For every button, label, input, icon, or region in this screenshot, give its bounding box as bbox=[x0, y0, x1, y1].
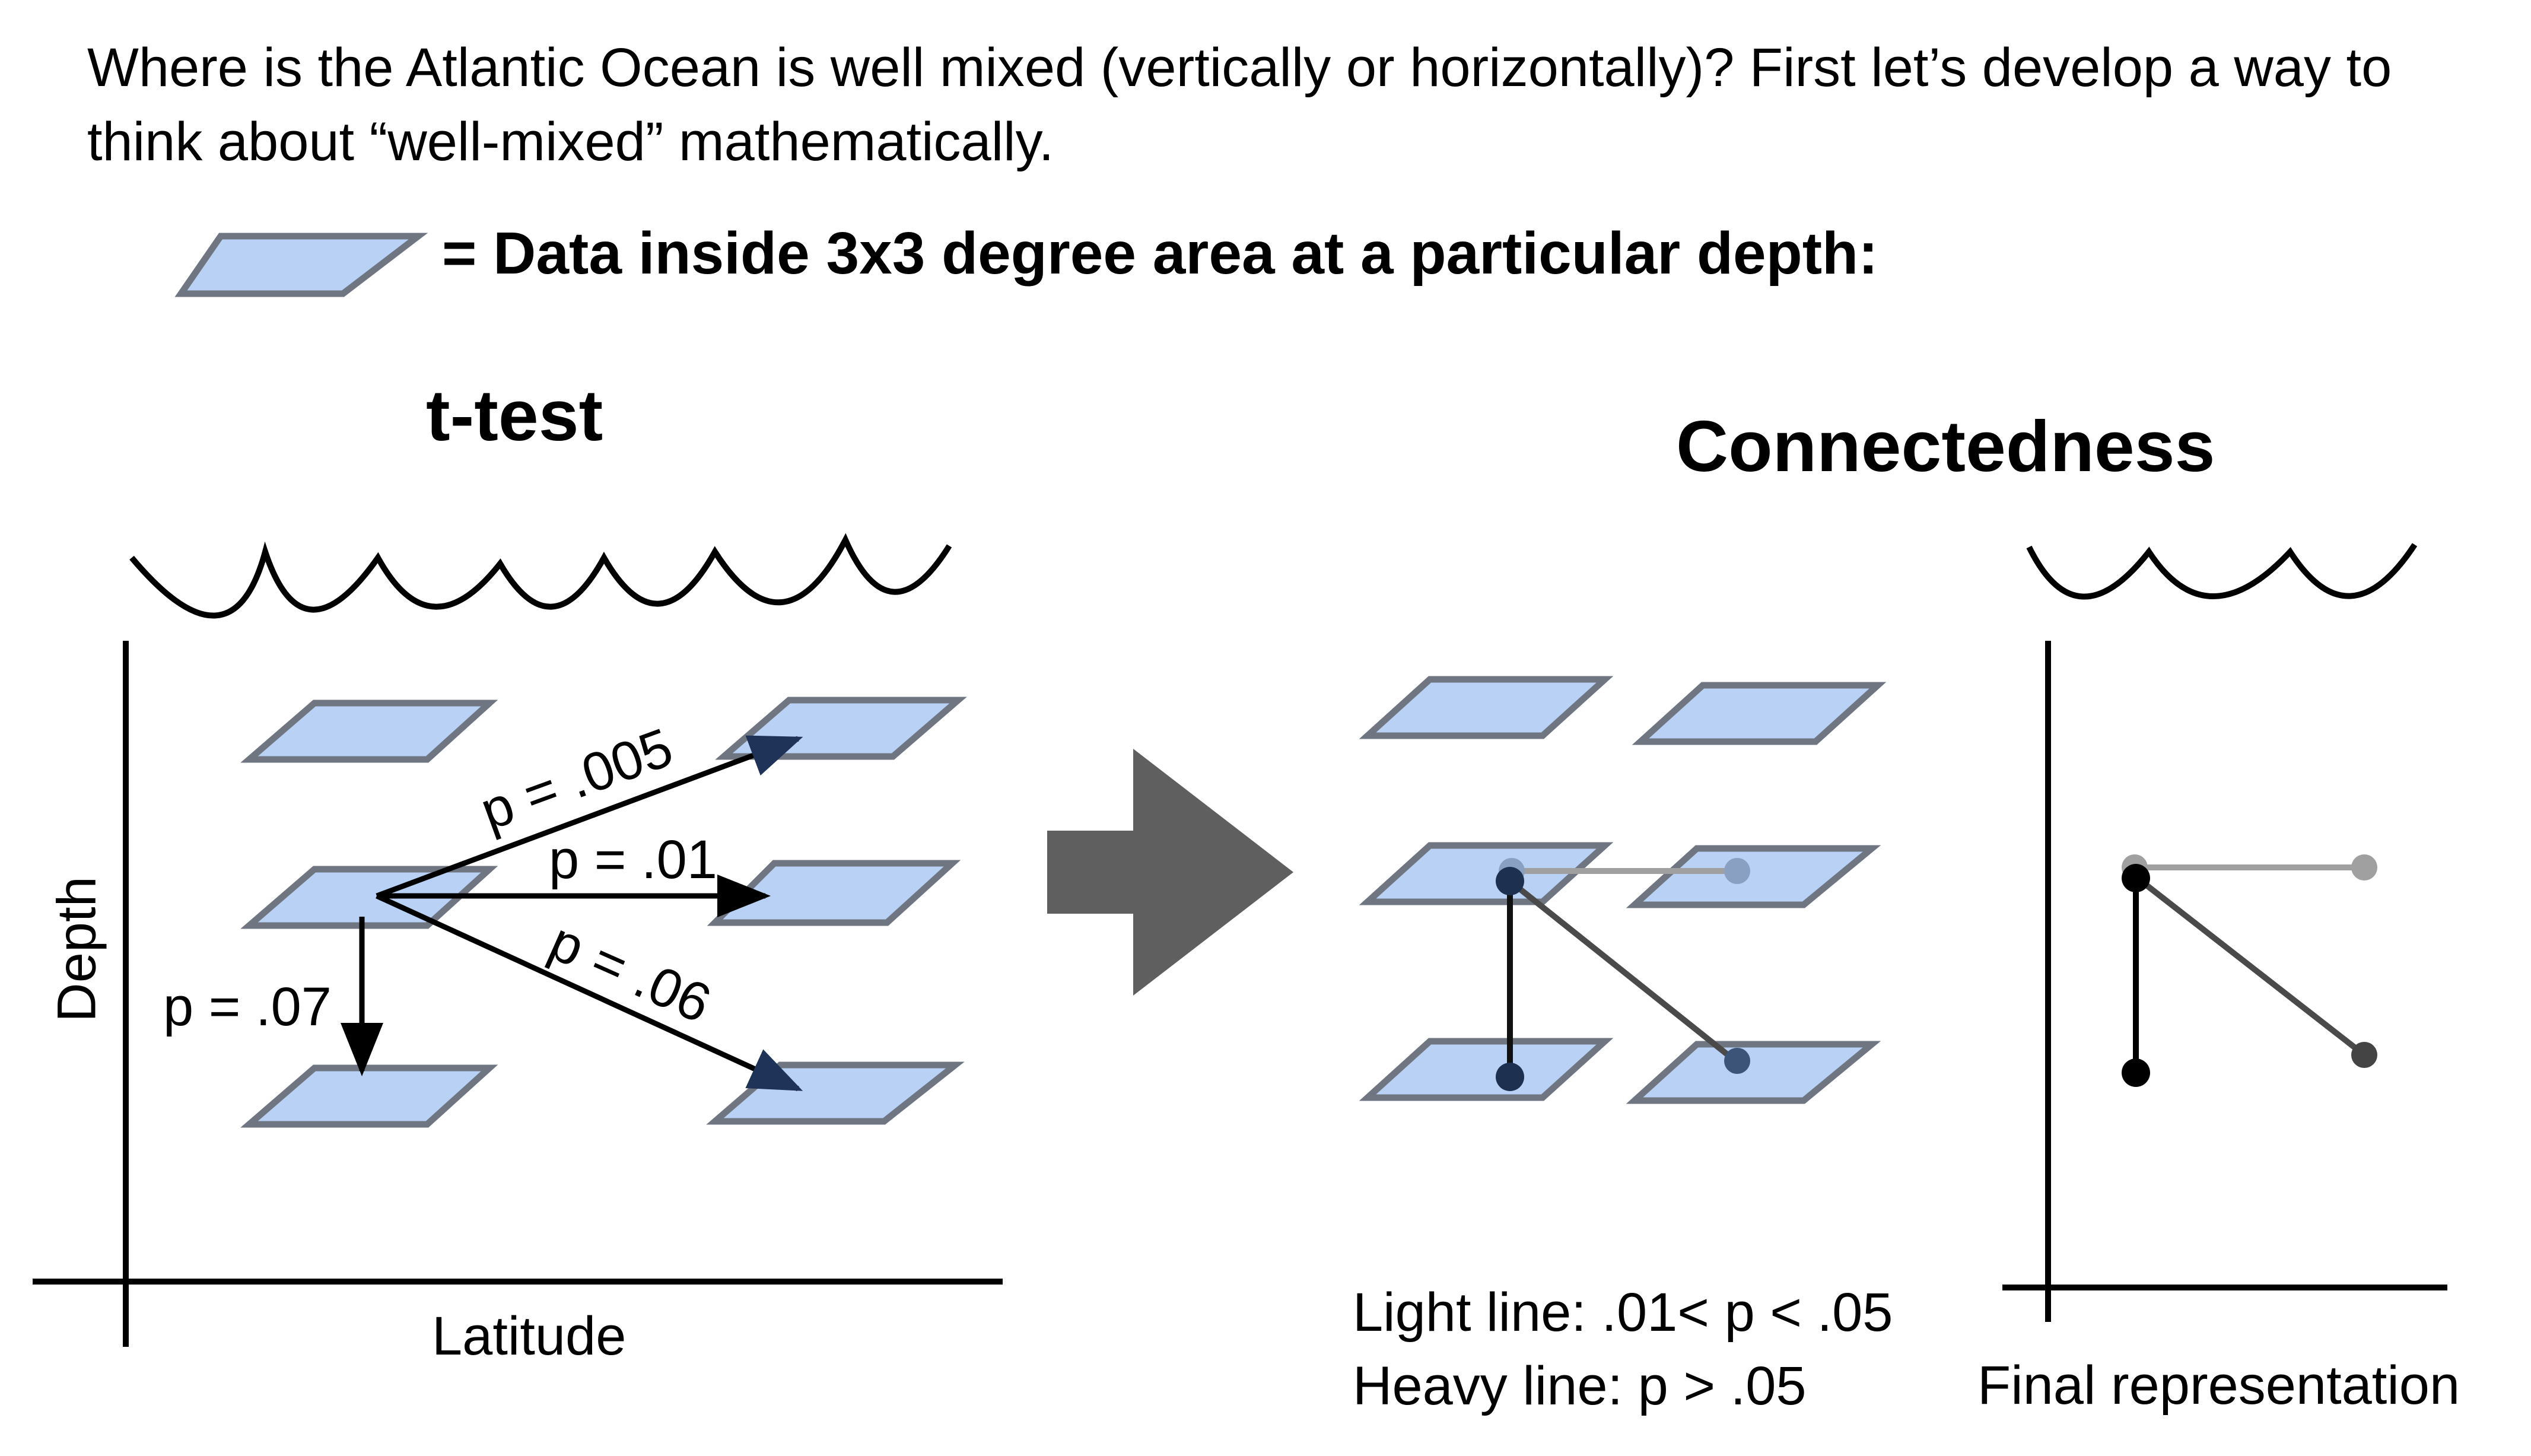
connectedness-tiles bbox=[1359, 676, 1887, 1104]
c-tile-bottom-left bbox=[1359, 1038, 1614, 1101]
transform-arrow-icon bbox=[1047, 749, 1293, 996]
mid-edge bbox=[1508, 879, 1738, 1063]
final-node-center bbox=[2122, 864, 2150, 892]
final-mid-edge bbox=[2133, 875, 2367, 1057]
edge-arrow-bottom-right bbox=[376, 893, 803, 1092]
legend-label: = Data inside 3x3 degree area at a parti… bbox=[442, 220, 1878, 287]
tile-top-right bbox=[715, 697, 967, 760]
node-bottom-left bbox=[1496, 1063, 1524, 1091]
final-surface-waves bbox=[2026, 543, 2418, 600]
final-node-bottom-right bbox=[2351, 1042, 2377, 1068]
ttest-surface-waves bbox=[129, 533, 952, 619]
node-light-end bbox=[1724, 858, 1750, 884]
light-line-key: Light line: .01< p < .05 bbox=[1353, 1282, 1893, 1343]
line-key: Light line: .01< p < .05 Heavy line: p >… bbox=[1353, 1276, 1893, 1423]
tile-middle-right bbox=[707, 860, 961, 926]
p-label-bottom-right: p = .06 bbox=[541, 911, 720, 1035]
p-label-bottom-left: p = .07 bbox=[163, 977, 332, 1037]
c-tile-top-right bbox=[1632, 682, 1887, 745]
latitude-axis-label: Latitude bbox=[432, 1306, 627, 1366]
node-bottom-right bbox=[1724, 1048, 1750, 1074]
ttest-tiles bbox=[240, 697, 967, 1128]
tile-top-left bbox=[240, 700, 498, 763]
legend-tile bbox=[174, 233, 428, 297]
c-tile-bottom-right bbox=[1626, 1041, 1881, 1104]
heavy-line-key: Heavy line: p > .05 bbox=[1353, 1356, 1807, 1416]
p-label-middle-right: p = .01 bbox=[549, 829, 717, 890]
intro-text: Where is the Atlantic Ocean is well mixe… bbox=[87, 37, 2392, 172]
edge-arrow-top-right bbox=[376, 735, 803, 899]
c-tile-center-left bbox=[1359, 842, 1614, 905]
c-tile-center-right bbox=[1626, 845, 1881, 908]
node-center bbox=[1496, 867, 1524, 895]
connectedness-edges bbox=[1496, 858, 1750, 1091]
tile-bottom-left bbox=[240, 1064, 498, 1128]
ttest-title: t-test bbox=[426, 375, 603, 456]
final-representation-label: Final representation bbox=[1977, 1355, 2460, 1416]
final-edges bbox=[2122, 854, 2377, 1087]
tile-center-left bbox=[240, 866, 498, 929]
final-node-bottom-left bbox=[2122, 1058, 2150, 1087]
tile-bottom-right bbox=[706, 1061, 965, 1125]
final-node-light-end bbox=[2351, 854, 2377, 880]
connectedness-title: Connectedness bbox=[1676, 406, 2215, 487]
c-tile-top-left bbox=[1359, 676, 1614, 739]
